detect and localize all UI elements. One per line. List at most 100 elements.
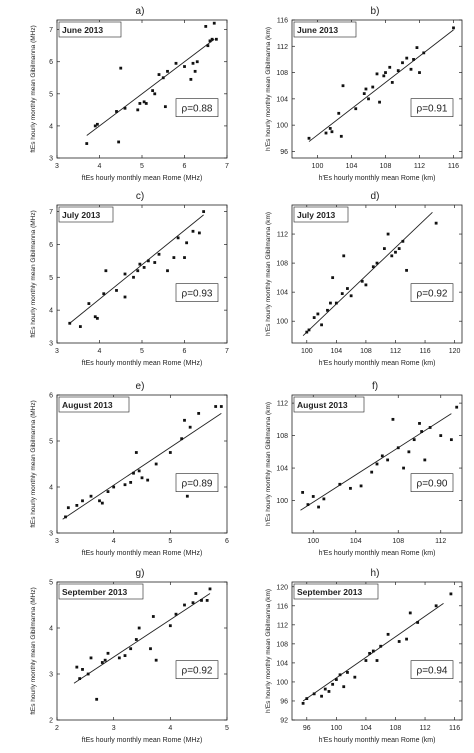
data-point [191,229,195,233]
y-tick-label: 4 [49,485,53,492]
regression-line [86,38,215,136]
data-point [394,250,397,254]
data-point [100,501,104,505]
y-tick-label: 108 [276,433,288,440]
data-point [322,497,326,501]
data-point [316,312,320,316]
x-tick-label: 104 [360,725,372,732]
data-point [134,638,138,641]
data-point [390,81,394,84]
data-point [102,292,106,296]
data-point [137,469,141,473]
y-tick-label: 100 [276,123,288,130]
data-point [153,261,157,264]
x-tick-label: 104 [331,348,343,355]
data-point [338,673,342,677]
data-point [191,601,195,605]
data-point [149,647,152,651]
data-point [93,315,97,319]
data-point [172,256,176,259]
data-point [368,651,372,655]
data-point [136,108,140,112]
data-point [455,405,459,409]
data-point [189,77,193,81]
data-point [117,656,121,660]
y-tick-label: 108 [276,70,288,77]
data-point [306,503,310,506]
data-point [390,254,394,258]
data-point [129,481,133,484]
data-point [214,37,218,41]
y-axis-label: ftEs hourly monthly mean Gibilmanna (MHz… [30,25,37,153]
regression-line [69,214,204,324]
y-tick-label: 4 [49,308,53,315]
rho-label: ρ=0.93 [182,289,213,300]
data-point [106,490,110,493]
data-point [379,644,383,648]
data-point [208,587,212,591]
x-tick-label: 3 [55,538,59,545]
panel-letter: b) [371,6,380,17]
data-point [334,301,338,305]
data-point [81,668,84,671]
data-point [183,418,186,422]
data-point [331,682,335,686]
title-box [293,206,349,223]
plot-frame [56,394,228,534]
data-point [123,106,127,110]
data-point [206,44,210,48]
data-point [449,592,453,596]
y-tick-label: 104 [276,96,288,103]
title-box [58,21,122,38]
data-point [174,612,178,616]
panel-letter: g) [136,568,145,579]
data-point [301,491,305,494]
y-tick-label: 112 [277,232,288,239]
data-point [434,604,438,608]
y-tick-label: 3 [49,531,53,538]
rho-label: ρ=0.91 [417,104,448,115]
panel-letter: d) [371,191,380,202]
x-tick-label: 3 [55,348,59,355]
data-point [115,289,118,292]
x-tick-label: 108 [392,538,404,545]
data-point [153,92,157,96]
data-point [428,426,432,429]
x-tick-label: 100 [301,348,313,355]
data-point [185,494,189,498]
chart-title: July 2013 [62,210,101,220]
chart-panel: 3 4 5 6 7 3 4 5 6 7 ftEs hourly monthly mean Rome … [30,191,229,367]
data-point [362,92,366,95]
data-point [202,210,206,213]
regression-line [73,593,211,684]
y-tick-label: 5 [49,91,53,98]
data-point [157,252,161,256]
data-point [93,124,97,128]
data-point [64,515,67,519]
data-point [183,256,186,259]
data-point [174,61,178,65]
chart-panel: 3 4 5 6 3 4 5 6 ftEs hourly monthly mean Rome (M… [30,381,229,557]
x-axis-label: ftEs hourly monthly mean Rome (MHz) [82,737,203,744]
data-point [166,269,169,273]
y-tick-label: 5 [49,580,53,587]
data-point [382,247,386,250]
data-point [412,438,416,442]
data-point [154,658,158,662]
data-point [151,615,155,618]
y-tick-label: 116 [277,18,288,25]
data-point [405,56,409,60]
data-point [375,659,379,662]
x-tick-label: 108 [380,163,392,170]
data-point [317,505,320,509]
x-tick-label: 104 [350,538,362,545]
x-axis-label: ftEs hourly monthly mean Rome (MHz) [82,550,203,557]
data-point [140,476,144,480]
data-point [370,470,374,474]
data-point [132,275,135,279]
data-point [364,87,368,91]
data-point [301,701,305,705]
data-point [137,626,141,630]
y-tick-label: 108 [276,641,288,648]
title-box [58,583,144,600]
